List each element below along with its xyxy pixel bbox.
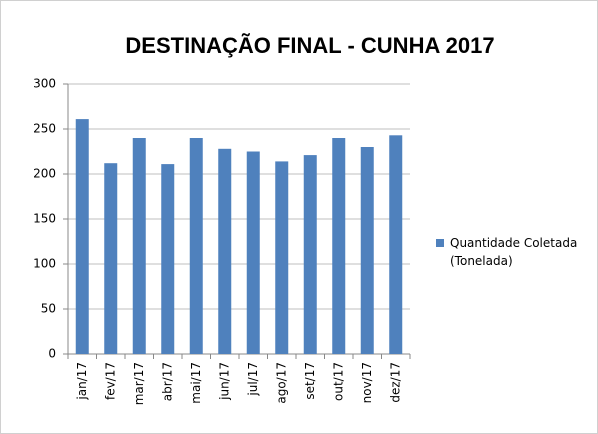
- y-tick-label: 300: [33, 77, 56, 91]
- chart-title: DESTINAÇÃO FINAL - CUNHA 2017: [125, 33, 494, 58]
- legend: Quantidade Coletada (Tonelada): [436, 234, 586, 270]
- bar: [389, 135, 403, 354]
- x-tick-label: jan/17: [75, 362, 89, 401]
- bar: [332, 138, 346, 354]
- bar: [218, 148, 232, 354]
- bar: [132, 138, 146, 354]
- x-tick-label: jun/17: [217, 362, 231, 401]
- y-tick-label: 200: [33, 167, 56, 181]
- x-tick-label: mar/17: [132, 362, 146, 405]
- x-tick-label: dez/17: [388, 362, 402, 403]
- bar: [189, 138, 203, 354]
- y-tick-label: 0: [48, 347, 56, 361]
- bar: [360, 147, 374, 354]
- x-tick-label: ago/17: [274, 362, 288, 404]
- bar: [303, 155, 317, 354]
- x-tick-label: out/17: [331, 362, 345, 401]
- bar: [161, 164, 175, 354]
- x-tick-label: mai/17: [189, 362, 203, 404]
- legend-label: Quantidade Coletada (Tonelada): [450, 236, 578, 268]
- y-tick-label: 250: [33, 122, 56, 136]
- x-tick-label: set/17: [303, 362, 317, 400]
- y-tick-label: 150: [33, 212, 56, 226]
- x-tick-label: abr/17: [160, 362, 174, 401]
- bar: [75, 119, 89, 354]
- x-tick-label: jul/17: [246, 362, 260, 397]
- bar: [104, 163, 118, 354]
- legend-swatch: [436, 239, 444, 247]
- y-tick-label: 100: [33, 257, 56, 271]
- x-tick-label: fev/17: [103, 362, 117, 400]
- y-tick-label: 50: [41, 302, 56, 316]
- bar: [275, 161, 289, 354]
- x-tick-label: nov/17: [360, 362, 374, 403]
- bar: [246, 151, 260, 354]
